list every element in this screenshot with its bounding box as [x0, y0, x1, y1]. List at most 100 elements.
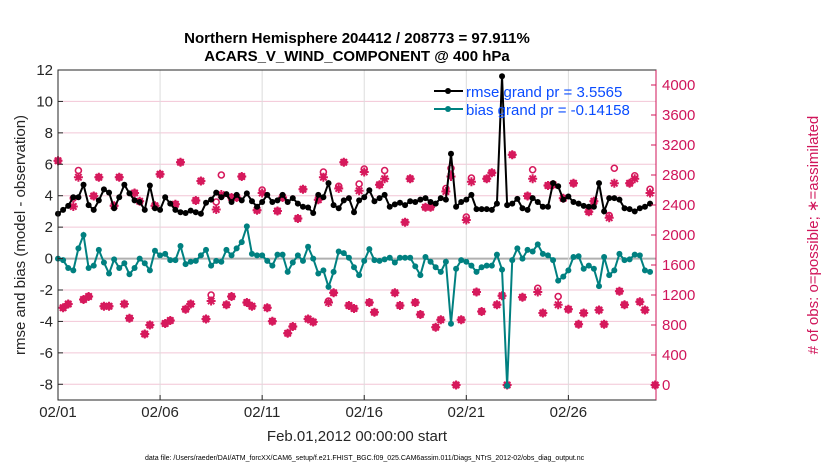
rmse-point	[499, 73, 506, 80]
bias-point	[575, 253, 582, 260]
rmse-point	[366, 187, 373, 194]
bias-point	[493, 251, 500, 258]
obs-assimilated-marker	[589, 196, 599, 206]
rmse-point	[294, 200, 301, 207]
bias-point	[106, 270, 113, 277]
rmse-point	[361, 194, 368, 201]
rmse-point	[162, 194, 169, 201]
obs-assimilated-marker	[221, 300, 231, 310]
obs-possible-marker	[212, 198, 221, 206]
obs-assimilated-marker	[523, 191, 533, 201]
footer-data-file: data file: /Users/raeder/DAI/ATM_forcXX/…	[145, 455, 585, 462]
obs-assimilated-marker	[400, 217, 410, 227]
bias-point	[478, 264, 485, 271]
obs-assimilated-marker	[369, 307, 379, 317]
bias-point	[197, 252, 204, 259]
obs-assimilated-marker	[339, 157, 349, 167]
obs-assimilated-marker	[482, 174, 492, 184]
y-tick-label-left: 8	[45, 125, 53, 142]
obs-assimilated-marker	[303, 314, 313, 324]
obs-assimilated-marker	[89, 191, 99, 201]
rmse-point	[458, 199, 465, 205]
obs-assimilated-marker	[604, 213, 614, 223]
obs-assimilated-marker	[119, 299, 129, 309]
rmse-point	[80, 181, 87, 188]
bias-point	[325, 283, 332, 290]
y-tick-label-right: 4000	[662, 77, 695, 94]
bias-point	[565, 267, 572, 274]
obs-assimilated-marker	[68, 202, 78, 211]
obs-assimilated-marker	[568, 178, 578, 188]
rmse-point	[437, 195, 444, 202]
bias-point	[320, 267, 327, 274]
bias-point	[483, 262, 490, 269]
obs-assimilated-marker	[267, 316, 277, 326]
bias-point	[177, 243, 184, 249]
obs-assimilated-marker	[58, 303, 68, 313]
obs-assimilated-marker	[538, 308, 548, 318]
obs-assimilated-marker	[461, 215, 471, 225]
x-tick-label: 02/26	[550, 404, 588, 421]
obs-assimilated-marker	[528, 174, 538, 184]
rmse-point	[488, 206, 495, 213]
bias-point	[269, 262, 276, 269]
bias-point	[570, 254, 577, 260]
y-tick-label-left: 12	[36, 62, 53, 79]
rmse-point	[590, 203, 597, 210]
bias-point	[172, 257, 179, 264]
obs-assimilated-marker	[436, 315, 446, 325]
y-tick-label-right: 1600	[662, 257, 695, 274]
rmse-point	[167, 200, 174, 207]
bias-point	[192, 257, 199, 264]
obs-assimilated-marker	[614, 286, 624, 296]
bias-point	[65, 265, 72, 271]
obs-assimilated-marker	[104, 301, 114, 311]
bias-point	[580, 265, 587, 272]
rmse-point	[596, 180, 603, 187]
bias-point	[146, 267, 153, 274]
bias-point	[284, 268, 291, 275]
obs-assimilated-marker	[79, 295, 89, 304]
bias-point	[294, 252, 301, 259]
y-tick-label-left: -4	[40, 313, 53, 330]
rmse-point	[473, 206, 480, 213]
rmse-point	[243, 190, 250, 197]
bias-point	[279, 251, 286, 258]
rmse-point	[560, 196, 567, 203]
rmse-point	[371, 198, 378, 205]
rmse-point	[208, 196, 215, 203]
obs-assimilated-marker	[630, 174, 640, 184]
obs-assimilated-marker	[426, 202, 436, 212]
obs-possible-marker	[74, 166, 83, 175]
obs-assimilated-marker	[94, 172, 104, 182]
bias-point	[248, 250, 255, 257]
rmse-point	[585, 203, 592, 210]
bias-point	[606, 272, 613, 279]
bias-point	[366, 246, 373, 253]
bias-point	[167, 257, 174, 264]
rmse-point	[340, 197, 347, 204]
rmse-point	[330, 202, 337, 209]
obs-assimilated-marker	[227, 292, 237, 301]
obs-assimilated-marker	[380, 174, 390, 184]
bias-point	[601, 254, 608, 260]
obs-assimilated-marker	[114, 172, 124, 182]
bias-point	[345, 254, 352, 261]
obs-assimilated-marker	[201, 314, 211, 324]
y-tick-label-right: 400	[662, 347, 687, 364]
rmse-point	[412, 199, 419, 205]
y-tick-label-left: 2	[45, 219, 53, 236]
obs-assimilated-marker	[272, 206, 282, 216]
bias-point	[641, 267, 648, 274]
obs-assimilated-marker	[334, 184, 344, 193]
obs-assimilated-marker	[431, 322, 441, 332]
rmse-point	[254, 203, 261, 210]
rmse-point	[468, 191, 475, 198]
rmse-point	[427, 199, 434, 205]
rmse-point	[478, 206, 485, 213]
y-tick-label-right: 3200	[662, 137, 695, 154]
bias-point	[417, 272, 424, 279]
bias-point	[488, 262, 495, 269]
obs-assimilated-marker	[395, 301, 405, 310]
obs-assimilated-marker	[553, 300, 563, 310]
